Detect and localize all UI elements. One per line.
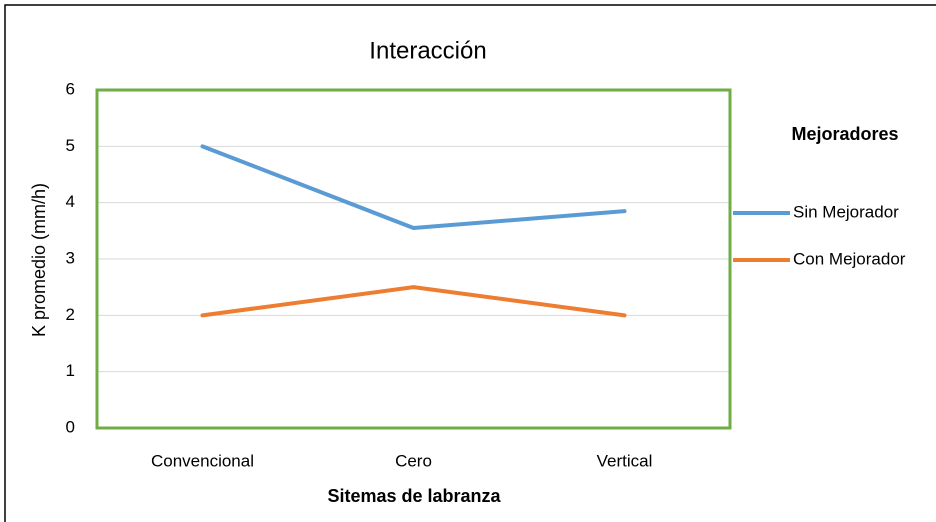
plot-border (95, 88, 732, 430)
x-axis-label: Sitemas de labranza (327, 486, 501, 506)
x-tick-label: Cero (395, 451, 432, 470)
series-line (200, 144, 627, 231)
chart-title: Interacción (369, 37, 486, 64)
y-tick-label: 0 (66, 417, 75, 436)
x-tick-label: Vertical (597, 451, 653, 470)
y-axis-label: K promedio (mm/h) (29, 183, 49, 337)
y-tick-label: 6 (66, 79, 75, 98)
series-line (200, 285, 627, 318)
y-tick-label: 2 (66, 305, 75, 324)
legend-label: Sin Mejorador (793, 202, 899, 221)
y-tick-label: 5 (66, 136, 75, 155)
y-tick-label: 4 (66, 192, 75, 211)
y-tick-label: 1 (66, 361, 75, 380)
x-tick-label: Convencional (151, 451, 254, 470)
y-tick-label: 3 (66, 248, 75, 267)
legend-label: Con Mejorador (793, 249, 906, 268)
legend-title: Mejoradores (791, 124, 898, 144)
